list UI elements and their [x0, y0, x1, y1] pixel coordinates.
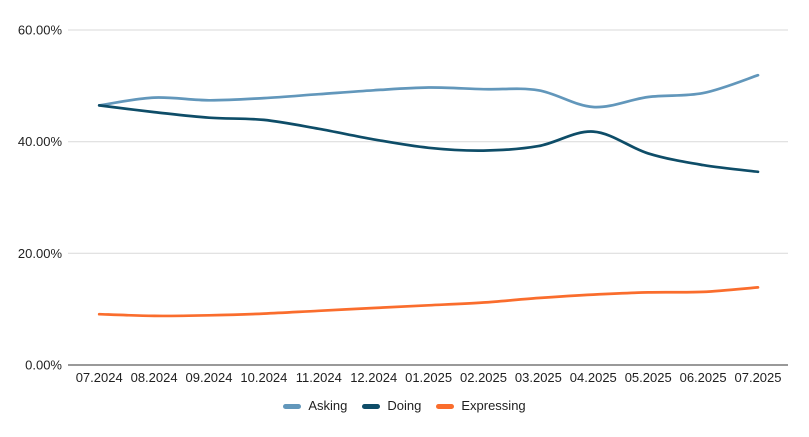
x-axis-tick-label: 04.2025 [570, 370, 617, 385]
x-axis-tick-label: 10.2024 [240, 370, 287, 385]
x-axis-tick-label: 07.2024 [76, 370, 123, 385]
series-line-asking [97, 73, 760, 109]
x-axis-tick-label: 03.2025 [515, 370, 562, 385]
legend-item-asking[interactable]: Asking [283, 399, 347, 413]
legend-item-label: Expressing [461, 398, 526, 413]
expressing-series-swatch-icon [436, 403, 455, 409]
x-axis-tick-label: 09.2024 [186, 370, 233, 385]
x-axis-tick-label: 11.2024 [296, 370, 342, 385]
x-axis-tick-label: 12.2024 [350, 370, 397, 385]
legend-item-doing[interactable]: Doing [362, 399, 421, 413]
chart-legend: Asking Doing Expressing [0, 399, 809, 413]
legend-item-label: Doing [387, 398, 422, 413]
x-axis-tick-label: 07.2025 [735, 370, 782, 385]
x-axis-tick-label: 01.2025 [405, 370, 452, 385]
x-axis-tick-label: 05.2025 [625, 370, 672, 385]
legend-item-expressing[interactable]: Expressing [436, 398, 526, 413]
x-axis-tick-label: 06.2025 [680, 370, 727, 385]
doing-series-swatch-icon [362, 403, 381, 409]
series-line-expressing [97, 286, 760, 318]
y-axis-tick-label: 0.00% [25, 358, 62, 373]
y-axis-tick-label: 40.00% [18, 134, 63, 149]
y-axis-tick-label: 60.00% [18, 23, 63, 38]
y-axis-tick-label: 20.00% [18, 246, 63, 261]
legend-item-label: Asking [308, 398, 348, 413]
x-axis-tick-label: 08.2024 [131, 370, 178, 385]
asking-series-swatch-icon [283, 403, 302, 409]
x-axis-tick-label: 02.2025 [460, 370, 507, 385]
series-line-doing [97, 104, 760, 174]
